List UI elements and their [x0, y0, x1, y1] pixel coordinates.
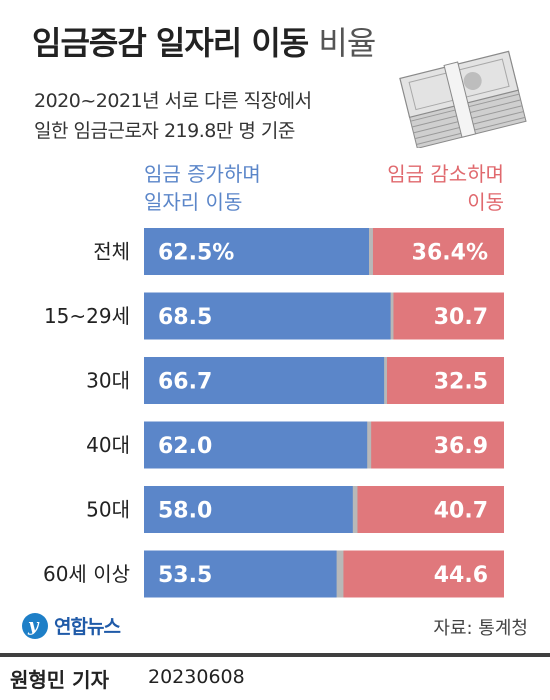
bar-increase [144, 357, 385, 404]
value-label-decrease: 44.6 [434, 563, 488, 588]
bar-decrease [371, 421, 504, 469]
bar-decrease [357, 486, 504, 533]
subtitle: 2020~2021년 서로 다른 직장에서 일한 임금근로자 219.8만 명 … [34, 86, 312, 146]
category-label: 50대 [86, 498, 130, 522]
value-label-decrease: 40.7 [434, 499, 488, 524]
value-label-increase: 68.5 [158, 305, 212, 330]
bar-decrease [372, 228, 504, 275]
value-label-increase: 62.0 [158, 434, 212, 459]
value-label-increase: 66.7 [158, 370, 212, 395]
money-stack-icon [399, 50, 527, 148]
category-label: 60세 이상 [43, 562, 130, 586]
legend-decrease: 임금 감소하며 이동 [284, 160, 504, 216]
value-label-increase: 62.5% [158, 241, 234, 266]
value-label-decrease: 32.5 [434, 370, 488, 395]
bar-increase [144, 486, 353, 533]
legend-increase-line-1: 임금 증가하며 [144, 162, 261, 186]
subtitle-line-2: 일한 임금근로자 219.8만 명 기준 [34, 120, 295, 142]
value-label-increase: 53.5 [158, 563, 212, 588]
value-label-decrease: 36.9 [434, 434, 488, 459]
footer-divider [0, 653, 550, 657]
category-label: 전체 [93, 240, 130, 264]
title-light: 비율 [318, 24, 376, 62]
bar-increase [144, 228, 369, 275]
publish-date: 20230608 [148, 666, 245, 688]
category-label: 40대 [86, 433, 130, 457]
value-label-decrease: 36.4% [412, 241, 488, 266]
category-label: 15~29세 [44, 304, 130, 328]
page-title: 임금증감 일자리 이동 비율 [32, 18, 376, 64]
yonhap-logo-icon: y [22, 612, 48, 639]
bar-decrease [393, 292, 504, 340]
yonhap-logo: y 연합뉴스 [22, 612, 121, 639]
legend-increase: 임금 증가하며 일자리 이동 [144, 160, 374, 216]
bar-increase [144, 421, 368, 469]
yonhap-logo-text: 연합뉴스 [54, 616, 121, 638]
legend-decrease-line-2: 이동 [467, 190, 504, 214]
value-label-decrease: 30.7 [434, 305, 488, 330]
bar-decrease [343, 550, 504, 598]
category-label: 30대 [86, 369, 130, 393]
source-note: 자료: 통계청 [433, 618, 528, 639]
legend-decrease-line-1: 임금 감소하며 [387, 162, 504, 186]
legend-increase-line-2: 일자리 이동 [144, 190, 243, 214]
bar-increase [144, 292, 391, 340]
bar-decrease [387, 357, 504, 404]
value-label-increase: 58.0 [158, 499, 212, 524]
reporter-name: 원형민 기자 [10, 668, 109, 692]
subtitle-line-1: 2020~2021년 서로 다른 직장에서 [34, 90, 312, 112]
bar-increase [144, 550, 337, 598]
title-main: 임금증감 일자리 이동 [32, 24, 309, 62]
